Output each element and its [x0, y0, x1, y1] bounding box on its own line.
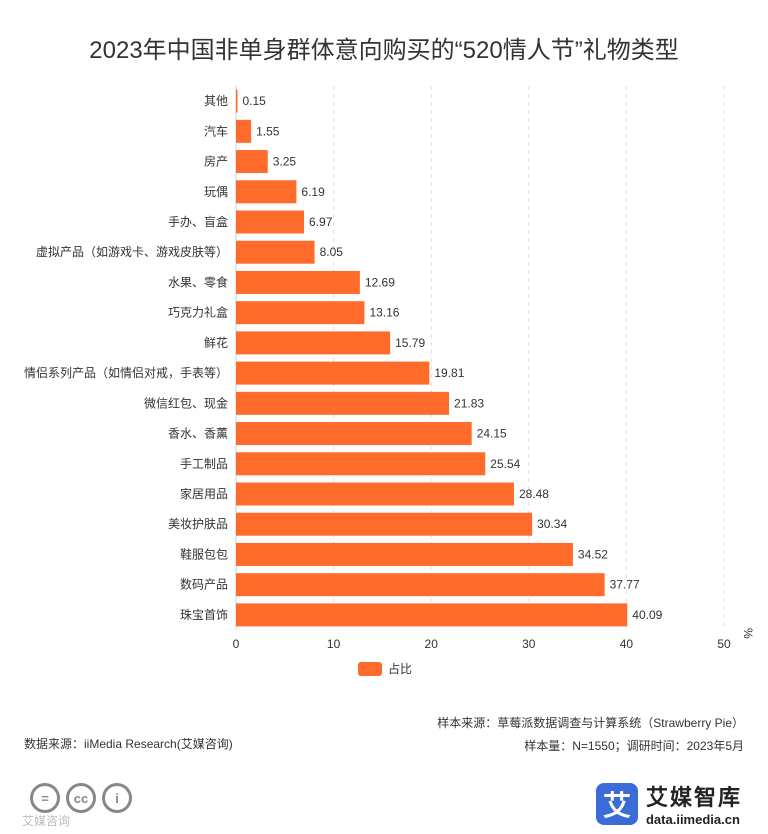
cc-icon: cc — [66, 783, 96, 813]
legend[interactable]: 占比 — [358, 660, 412, 677]
bar — [236, 512, 533, 536]
data-label: 19.81 — [434, 366, 464, 380]
category-label: 微信红包、现金 — [144, 395, 228, 410]
category-label: 家居用品 — [180, 486, 228, 501]
bar — [236, 301, 365, 325]
x-tick-label: 20 — [425, 637, 439, 651]
category-label: 虚拟产品（如游戏卡、游戏皮肤等） — [36, 244, 228, 259]
x-tick-label: 0 — [233, 637, 240, 651]
sample-info: 样本来源：草莓派数据调查与计算系统（Strawberry Pie） 样本量：N=… — [437, 712, 744, 758]
data-label: 3.25 — [273, 155, 297, 169]
bar — [236, 573, 605, 597]
data-label: 13.16 — [369, 306, 399, 320]
brand-name: 艾媒智库 — [645, 785, 742, 810]
data-label: 8.05 — [320, 245, 344, 259]
data-label: 30.34 — [537, 517, 567, 531]
x-tick-label: 30 — [522, 637, 536, 651]
category-label: 数码产品 — [180, 577, 228, 592]
bar — [236, 361, 430, 385]
legend-label: 占比 — [388, 662, 413, 676]
x-tick-label: 40 — [620, 637, 634, 651]
x-axis-unit: % — [741, 628, 755, 639]
x-tick-label: 50 — [717, 637, 731, 651]
bar — [236, 119, 252, 143]
category-label: 汽车 — [204, 123, 228, 138]
chart-title: 2023年中国非单身群体意向购买的“520情人节”礼物类型 — [89, 37, 679, 64]
brand-url: data.iimedia.cn — [645, 812, 740, 827]
sample-source: 样本来源：草莓派数据调查与计算系统（Strawberry Pie） — [437, 716, 744, 730]
data-label: 21.83 — [454, 396, 484, 410]
cc-nd-icon: = — [30, 783, 60, 813]
license-icons: = cc i — [30, 783, 132, 813]
bar — [236, 391, 450, 415]
data-label: 1.55 — [256, 124, 280, 138]
bar-chart: 0 10 20 30 40 50% 其他 0.15 汽车 1.55 房产 3.25 玩偶 6.19 手办、盲… — [24, 86, 755, 651]
bar — [236, 482, 514, 506]
legend-swatch — [358, 661, 382, 676]
cc-by-icon: i — [102, 783, 132, 813]
bar — [236, 452, 486, 476]
data-label: 6.19 — [301, 185, 325, 199]
bar — [236, 240, 315, 264]
bar — [236, 210, 305, 234]
data-label: 37.77 — [610, 578, 640, 592]
bar — [236, 422, 472, 446]
category-label: 珠宝首饰 — [180, 608, 228, 622]
bar — [236, 180, 297, 204]
category-label: 手工制品 — [180, 457, 228, 471]
bar — [236, 150, 268, 174]
x-tick-label: 10 — [327, 637, 341, 651]
category-label: 鲜花 — [204, 335, 228, 350]
sample-size: 样本量：N=1550；调研时间：2023年5月 — [524, 739, 744, 753]
category-label: 房产 — [204, 154, 228, 169]
data-label: 40.09 — [632, 608, 662, 622]
category-label: 其他 — [204, 94, 228, 108]
bar — [236, 331, 391, 355]
category-label: 香水、香薰 — [168, 427, 228, 441]
category-label: 水果、零食 — [168, 274, 228, 289]
brand: 艾 艾媒智库 data.iimedia.cn — [595, 780, 742, 827]
bar — [236, 603, 628, 627]
category-label: 美妆护肤品 — [168, 516, 228, 531]
category-label: 情侣系列产品（如情侣对戒，手表等） — [24, 365, 228, 380]
category-label: 玩偶 — [204, 185, 228, 199]
data-label: 15.79 — [395, 336, 425, 350]
data-source: 数据来源：iiMedia Research(艾媒咨询) — [24, 737, 233, 751]
data-label: 34.52 — [578, 547, 608, 561]
data-label: 6.97 — [309, 215, 333, 229]
bar — [236, 542, 573, 566]
brand-logo-icon: 艾 — [595, 782, 638, 825]
data-label: 0.15 — [242, 94, 266, 108]
category-label: 鞋服包包 — [180, 546, 228, 561]
category-label: 手办、盲盒 — [168, 214, 228, 229]
data-label: 24.15 — [477, 427, 507, 441]
watermark: 艾媒咨询 — [22, 814, 71, 828]
bar — [236, 270, 360, 294]
bar — [236, 89, 238, 113]
category-label: 巧克力礼盒 — [168, 305, 228, 320]
data-label: 28.48 — [519, 487, 549, 501]
data-label: 25.54 — [490, 457, 520, 471]
data-label: 12.69 — [365, 275, 395, 289]
